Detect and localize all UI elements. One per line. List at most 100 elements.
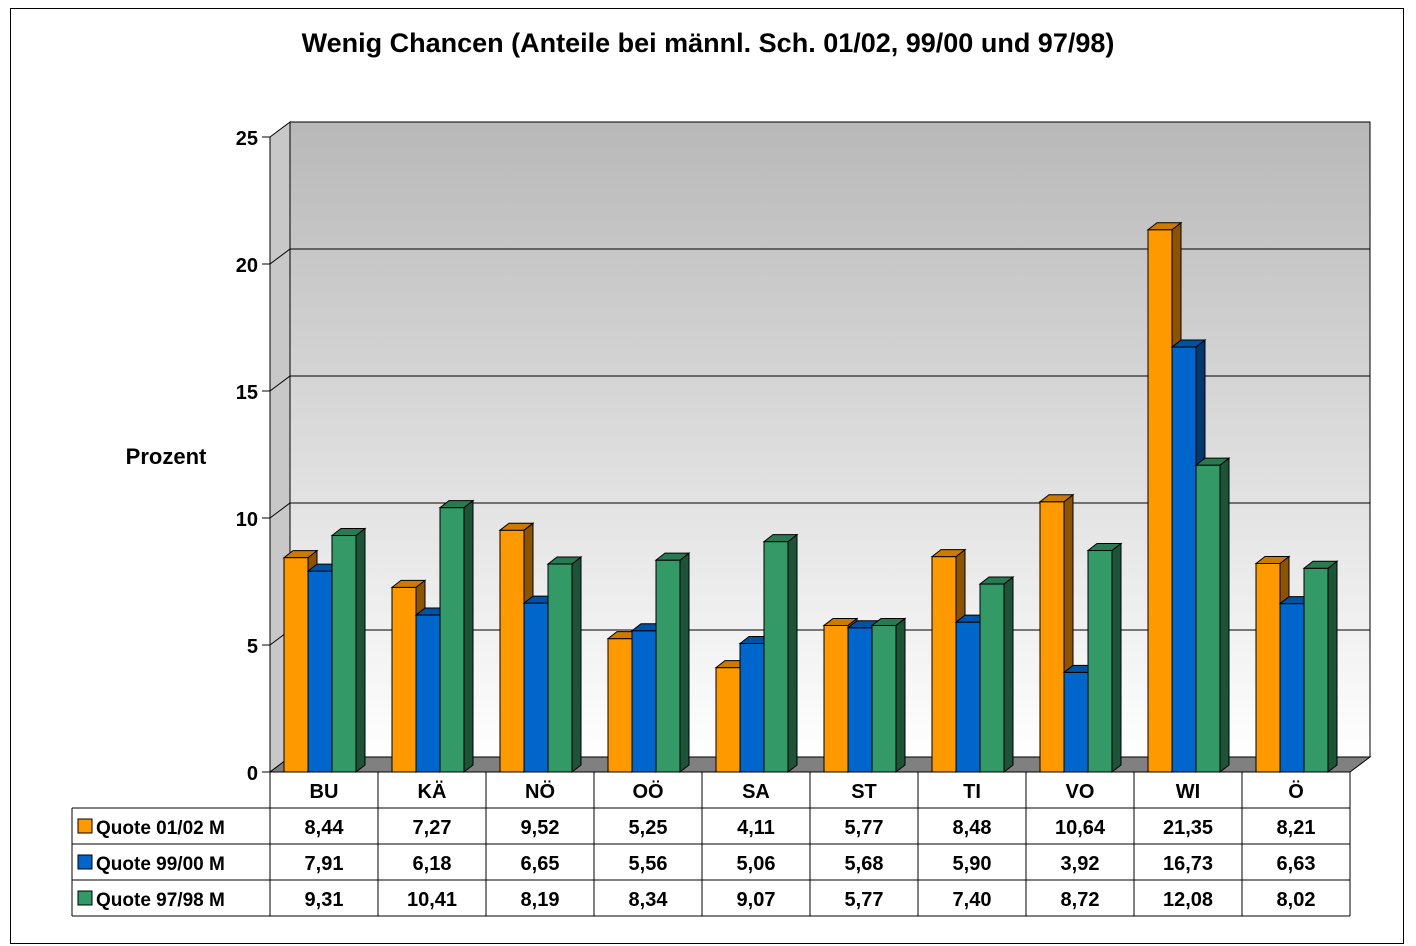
bar [330, 527, 367, 774]
bar-front [979, 583, 1005, 773]
data-label: 9,31 [305, 889, 344, 911]
bar-front [1087, 550, 1113, 773]
data-label: 7,40 [953, 889, 992, 911]
bar [438, 499, 475, 774]
bar-front [823, 624, 849, 773]
bar-front [1171, 346, 1197, 773]
bar-front [739, 642, 765, 773]
bar-front [1195, 464, 1221, 773]
data-label: 5,77 [845, 817, 884, 839]
bar-front [415, 614, 441, 773]
bar-top [822, 617, 859, 626]
x-tick-label: BU [310, 781, 339, 803]
legend-label: Quote 97/98 M [96, 890, 225, 911]
legend-swatch [77, 890, 93, 906]
bar-front [631, 630, 657, 773]
bar-side [463, 499, 474, 774]
bar [762, 533, 799, 774]
y-tick-label: 0 [247, 763, 258, 785]
data-label: 6,63 [1277, 853, 1316, 875]
bar-top [1254, 555, 1291, 564]
bar-front [1147, 229, 1173, 773]
bar-side [571, 555, 582, 774]
data-label: 5,77 [845, 889, 884, 911]
x-tick-label: WI [1176, 781, 1200, 803]
bar-top [654, 552, 691, 561]
data-label: 21,35 [1163, 817, 1213, 839]
data-label: 5,90 [953, 853, 992, 875]
bar-top [870, 617, 907, 626]
bar-top [1038, 494, 1075, 503]
gridline [269, 375, 1370, 392]
bar-top [1194, 457, 1231, 466]
bar-top [930, 549, 967, 558]
bar-front [391, 586, 417, 773]
data-label: 16,73 [1163, 853, 1213, 875]
bar-front [1279, 603, 1305, 773]
bar-front [307, 570, 333, 773]
bar-top [546, 556, 583, 565]
data-label: 8,72 [1061, 889, 1100, 911]
bar-front [847, 627, 873, 773]
data-label: 8,21 [1277, 817, 1316, 839]
x-tick-label: OÖ [632, 780, 663, 803]
bar [546, 555, 583, 774]
data-label: 5,06 [737, 853, 776, 875]
bar-side [1003, 576, 1014, 774]
data-label: 9,07 [737, 889, 776, 911]
bar-side [1111, 542, 1122, 774]
bar-front [1303, 567, 1329, 773]
y-tick-label: 15 [236, 382, 258, 404]
gridline [269, 502, 1370, 519]
bar-side [1219, 457, 1230, 774]
bar-side [1327, 560, 1338, 774]
bar-front [715, 667, 741, 773]
bar-top [498, 522, 535, 531]
data-label: 10,41 [407, 889, 457, 911]
bar-front [763, 541, 789, 773]
data-label: 10,64 [1055, 817, 1106, 839]
bar [654, 552, 691, 774]
legend-swatch [77, 854, 93, 870]
data-label: 5,56 [629, 853, 668, 875]
bar [1086, 542, 1123, 774]
data-label: 3,92 [1061, 853, 1100, 875]
bar-side [355, 527, 366, 774]
x-tick-label: SA [742, 781, 770, 803]
data-label: 8,34 [629, 889, 669, 911]
x-tick-label: TI [963, 781, 981, 803]
bar-front [607, 638, 633, 773]
bar-front [1255, 562, 1281, 773]
bar [870, 617, 907, 774]
bar-top [1302, 560, 1339, 569]
data-label: 7,91 [305, 853, 344, 875]
x-tick-label: Ö [1288, 780, 1304, 803]
data-label: 8,19 [521, 889, 560, 911]
x-tick-label: VO [1066, 781, 1095, 803]
gridline [269, 248, 1370, 265]
y-tick-label: 25 [236, 128, 258, 150]
bar-top [1086, 543, 1123, 552]
legend-label: Quote 01/02 M [96, 818, 225, 839]
bar-front [1063, 671, 1089, 773]
bar-side [787, 533, 798, 774]
y-tick-label: 10 [236, 509, 258, 531]
y-axis-label: Prozent [125, 444, 207, 469]
bar-front [955, 621, 981, 773]
y-tick-label: 5 [247, 636, 258, 658]
bar-top [1170, 339, 1207, 348]
bar-side [679, 552, 690, 774]
bar-top [1146, 222, 1183, 231]
legend-label: Quote 99/00 M [96, 854, 225, 875]
bar [1194, 457, 1231, 774]
y-tick-label: 20 [236, 255, 258, 277]
data-label: 9,52 [521, 817, 560, 839]
bar-top [438, 500, 475, 509]
bar-top [978, 576, 1015, 585]
bar-front [655, 559, 681, 773]
bar-front [499, 529, 525, 773]
bar [1302, 560, 1339, 774]
bar-front [547, 563, 573, 773]
bar-front [283, 557, 309, 773]
